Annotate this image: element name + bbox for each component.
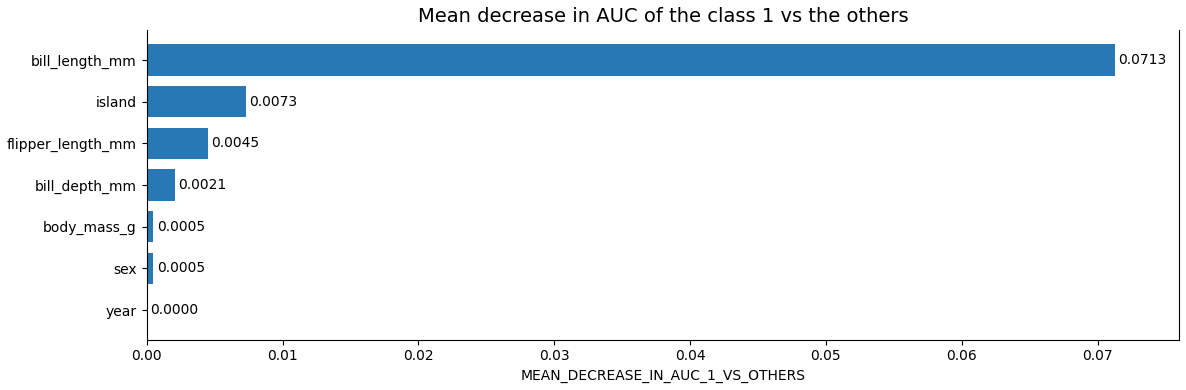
Bar xyxy=(147,211,153,242)
Text: 0.0005: 0.0005 xyxy=(157,261,205,275)
Text: 0.0713: 0.0713 xyxy=(1118,53,1167,67)
Bar xyxy=(147,169,176,201)
Title: Mean decrease in AUC of the class 1 vs the others: Mean decrease in AUC of the class 1 vs t… xyxy=(417,7,908,26)
Bar xyxy=(147,44,1115,76)
Text: 0.0021: 0.0021 xyxy=(179,178,227,192)
Bar xyxy=(147,86,246,117)
Bar xyxy=(147,128,208,159)
Text: 0.0045: 0.0045 xyxy=(211,136,260,150)
Text: 0.0073: 0.0073 xyxy=(249,95,298,109)
X-axis label: MEAN_DECREASE_IN_AUC_1_VS_OTHERS: MEAN_DECREASE_IN_AUC_1_VS_OTHERS xyxy=(521,369,805,383)
Bar xyxy=(147,253,153,284)
Text: 0.0000: 0.0000 xyxy=(151,303,198,317)
Text: 0.0005: 0.0005 xyxy=(157,220,205,234)
